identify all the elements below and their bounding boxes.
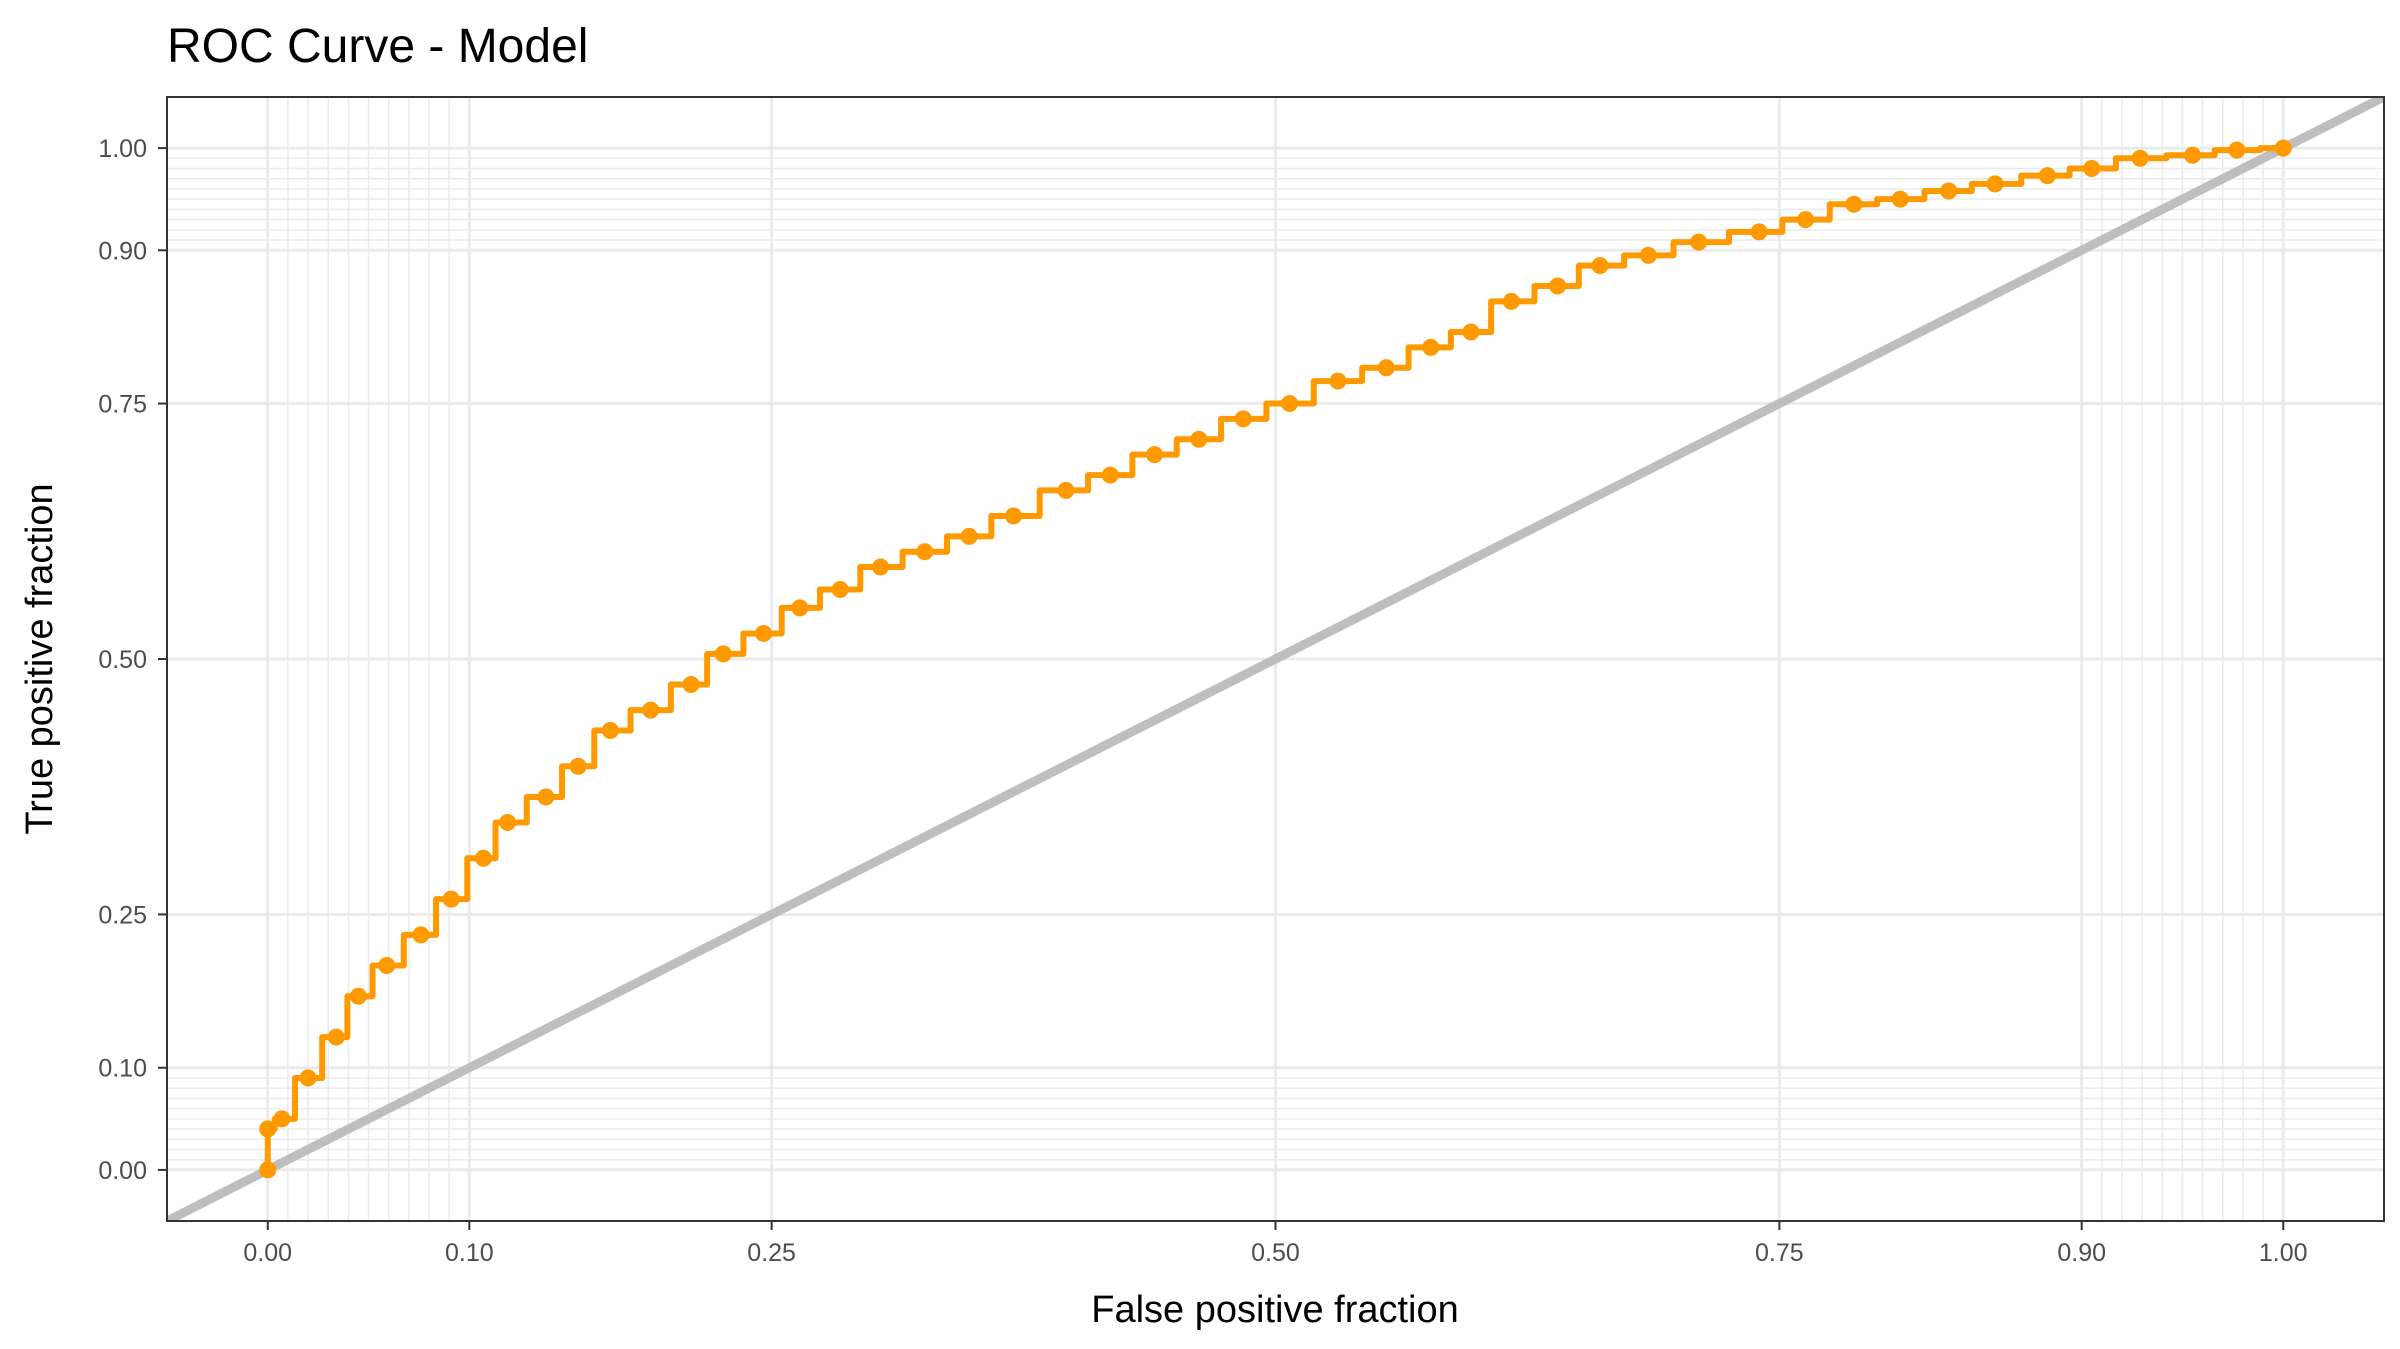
roc-point xyxy=(871,558,889,576)
roc-point xyxy=(442,890,460,908)
roc-point xyxy=(2184,146,2202,164)
roc-point xyxy=(537,788,555,806)
x-tick-label: 0.50 xyxy=(1251,1239,1300,1267)
x-axis-title: False positive fraction xyxy=(1091,1289,1459,1331)
y-tick-label: 1.00 xyxy=(98,135,147,163)
roc-point xyxy=(1101,466,1119,484)
roc-point xyxy=(1281,395,1299,413)
roc-point xyxy=(259,1161,277,1179)
x-tick-label: 0.00 xyxy=(243,1239,292,1267)
roc-point xyxy=(1690,233,1708,251)
chart-title: ROC Curve - Model xyxy=(167,20,588,73)
plot-layer xyxy=(167,97,2384,1221)
roc-point xyxy=(569,757,587,775)
roc-point xyxy=(499,813,517,831)
roc-point xyxy=(682,676,700,694)
x-tick-label: 0.25 xyxy=(747,1239,796,1267)
clipped-plot xyxy=(167,97,2384,1221)
roc-point xyxy=(1940,182,1958,200)
y-tick-label: 0.75 xyxy=(98,391,147,419)
roc-point xyxy=(349,987,367,1005)
y-tick-label: 0.10 xyxy=(98,1055,147,1083)
roc-point xyxy=(1891,190,1909,208)
roc-point xyxy=(259,1120,277,1138)
roc-point xyxy=(916,543,934,561)
roc-point xyxy=(642,701,660,719)
roc-point xyxy=(1422,338,1440,356)
roc-point xyxy=(960,527,978,545)
roc-point xyxy=(1004,507,1022,525)
roc-point xyxy=(273,1110,291,1128)
roc-point xyxy=(1639,246,1657,264)
x-tick-label: 0.90 xyxy=(2057,1239,2106,1267)
roc-point xyxy=(601,722,619,740)
roc-point xyxy=(1329,372,1347,390)
roc-point xyxy=(412,926,430,944)
roc-point xyxy=(2228,141,2246,159)
roc-point xyxy=(714,645,732,663)
roc-point xyxy=(1190,430,1208,448)
x-tick-label: 0.10 xyxy=(445,1239,494,1267)
roc-point xyxy=(1234,410,1252,428)
roc-point xyxy=(1750,223,1768,241)
y-tick-label: 0.25 xyxy=(98,901,147,929)
roc-point xyxy=(1986,175,2004,193)
roc-point xyxy=(1591,257,1609,275)
roc-point xyxy=(1377,359,1395,377)
roc-point xyxy=(2083,160,2101,178)
y-axis-title: True positive fraction xyxy=(19,483,61,834)
roc-point xyxy=(1502,292,1520,310)
roc-point xyxy=(2131,149,2149,167)
roc-point xyxy=(1549,277,1567,295)
roc-point xyxy=(1146,446,1164,464)
roc-point xyxy=(791,599,809,617)
roc-point xyxy=(1797,211,1815,229)
y-tick-label: 0.90 xyxy=(98,237,147,265)
roc-point xyxy=(378,957,396,975)
roc-point xyxy=(327,1028,345,1046)
roc-point xyxy=(2274,139,2292,157)
axis-layer: 0.00 0.10 0.25 0.50 0.75 0.90 1.00 0.00 0.10 0.25… xyxy=(98,135,2307,1267)
roc-point xyxy=(755,624,773,642)
x-tick-label: 1.00 xyxy=(2259,1239,2308,1267)
reference-diagonal-line xyxy=(167,97,2384,1221)
roc-point xyxy=(474,849,492,867)
roc-point xyxy=(1462,323,1480,341)
roc-point xyxy=(299,1069,317,1087)
x-tick-label: 0.75 xyxy=(1755,1239,1804,1267)
roc-point xyxy=(2038,167,2056,185)
y-tick-label: 0.50 xyxy=(98,646,147,674)
roc-point xyxy=(1057,481,1075,499)
roc-point xyxy=(831,581,849,599)
roc-point xyxy=(1845,195,1863,213)
y-tick-label: 0.00 xyxy=(98,1157,147,1185)
